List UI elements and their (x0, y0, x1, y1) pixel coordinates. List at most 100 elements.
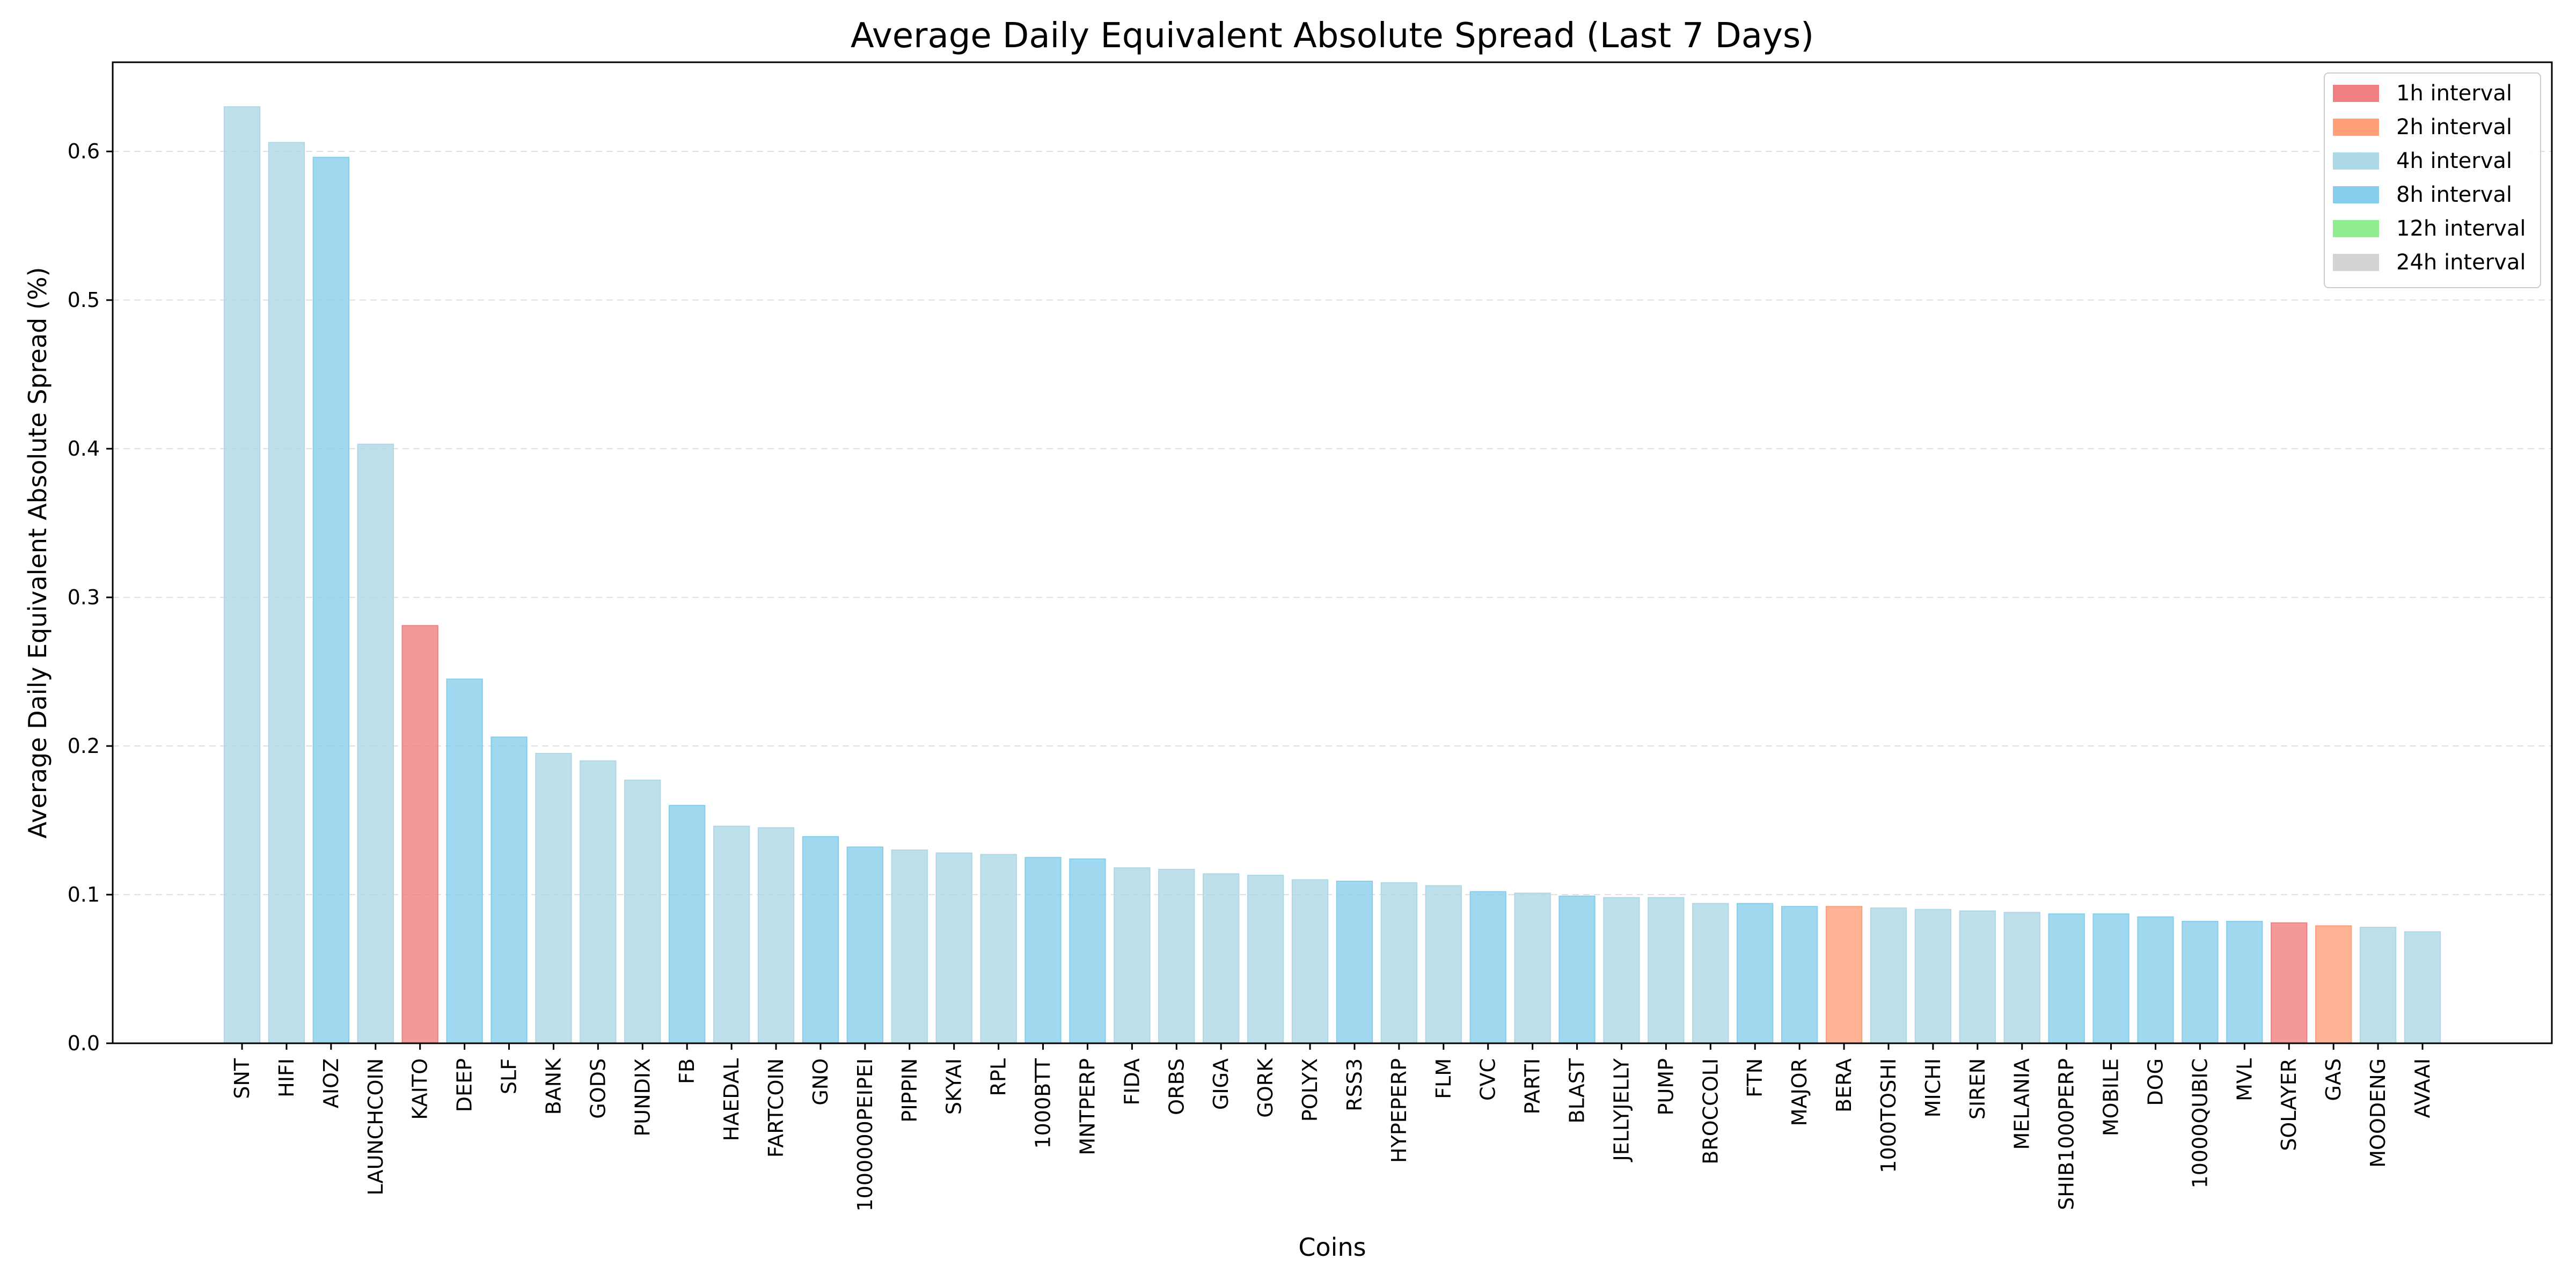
y-tick-label: 0.2 (68, 734, 100, 758)
y-tick-label: 0.6 (68, 140, 100, 163)
bar-melania (2003, 912, 2040, 1044)
bar-solayer (2271, 922, 2308, 1044)
bar-fb (669, 804, 706, 1044)
bar-deep (446, 678, 483, 1044)
bar-hypeperp (1380, 882, 1418, 1044)
x-tick-label: HAEDAL (720, 1058, 743, 1141)
bar-fartcoin (757, 827, 795, 1044)
y-tick-label: 0.4 (68, 437, 100, 460)
legend-label: 4h interval (2396, 149, 2512, 173)
x-tick-label: MOBILE (2099, 1058, 2123, 1136)
x-tick-label: FARTCOIN (764, 1058, 788, 1158)
legend: 1h interval 2h interval 4h interval 8h inte… (2324, 72, 2541, 288)
x-tick-label: SLF (497, 1058, 521, 1094)
bar-orbs (1158, 868, 1195, 1044)
bar-pundix (624, 779, 661, 1044)
x-tick-label: PARTI (1521, 1058, 1545, 1115)
bar-jellyjelly (1603, 897, 1640, 1044)
bar-snt (223, 106, 261, 1044)
x-tick-label: 1000TOSHI (1877, 1058, 1900, 1173)
x-tick-label: POLYX (1298, 1058, 1322, 1122)
bar-pippin (891, 849, 928, 1044)
x-axis-title: Coins (1298, 1233, 1366, 1262)
x-tick-label: 1000BTT (1031, 1058, 1055, 1148)
x-tick-label: BLAST (1565, 1058, 1589, 1123)
bar-ftn (1737, 903, 1774, 1044)
x-tick-label: PUNDIX (631, 1058, 654, 1137)
x-tick-label: HYPEPERP (1387, 1058, 1411, 1163)
x-tick-label: GORK (1254, 1058, 1277, 1118)
bar-skyai (935, 852, 972, 1044)
bar-gno (802, 836, 839, 1044)
x-tick-label: DOG (2143, 1058, 2167, 1106)
bar-1000btt (1024, 857, 1062, 1044)
bar-moodeng (2359, 926, 2397, 1044)
x-tick-label: KAITO (408, 1058, 432, 1120)
y-tick-label: 0.0 (68, 1031, 100, 1055)
x-tick-label: DEEP (453, 1058, 477, 1112)
x-tick-label: MELANIA (2010, 1058, 2034, 1150)
x-tick-label: LAUNCHCOIN (364, 1058, 387, 1195)
bar-broccoli (1692, 903, 1729, 1044)
bar-mobile (2092, 913, 2129, 1044)
bar-michi (1914, 909, 1952, 1044)
legend-swatch (2333, 152, 2379, 170)
x-tick-label: FTN (1743, 1058, 1767, 1097)
bar-gork (1247, 875, 1284, 1044)
x-tick-label: 1000000PEIPEI (853, 1058, 877, 1212)
bar-polyx (1291, 879, 1329, 1044)
x-tick-label: MAJOR (1788, 1058, 1811, 1126)
x-tick-label: AVAAI (2411, 1058, 2434, 1118)
legend-label: 1h interval (2396, 81, 2512, 106)
y-tick-label: 0.3 (68, 586, 100, 609)
bar-10000qubic (2182, 920, 2219, 1044)
bar-bank (535, 752, 572, 1044)
y-tick-label: 0.1 (68, 883, 100, 906)
x-tick-label: BERA (1832, 1058, 1856, 1113)
bar-avaai (2404, 931, 2441, 1044)
bar-pump (1648, 897, 1685, 1044)
bar-kaito (401, 625, 438, 1044)
x-tick-label: 10000QUBIC (2188, 1058, 2212, 1188)
x-tick-label: BROCCOLI (1699, 1058, 1722, 1165)
legend-swatch (2333, 254, 2379, 271)
x-tick-label: SNT (230, 1058, 254, 1099)
legend-swatch (2333, 119, 2379, 136)
x-axis-ticks: SNT HIFI AIOZ LAUNCHCOIN KAITO DEEP SLF BANK GOD… (230, 1043, 2434, 1212)
bar-major (1781, 906, 1818, 1044)
x-tick-label: PIPPIN (898, 1058, 921, 1123)
bar-rss3 (1336, 881, 1373, 1044)
x-tick-label: FB (675, 1058, 699, 1084)
x-tick-label: MNTPERP (1075, 1058, 1099, 1155)
bar-1000toshi (1870, 907, 1907, 1044)
x-tick-label: AIOZ (319, 1058, 343, 1108)
bar-mvl (2226, 920, 2263, 1044)
x-tick-label: CVC (1476, 1058, 1500, 1101)
x-tick-label: HIFI (275, 1058, 298, 1097)
x-tick-label: MICHI (1921, 1058, 1945, 1117)
legend-label: 2h interval (2396, 115, 2512, 140)
bar-blast (1558, 895, 1596, 1044)
legend-label: 12h interval (2396, 216, 2526, 241)
bar-hifi (268, 142, 305, 1044)
x-tick-label: FLM (1432, 1058, 1455, 1099)
bar-launchcoin (357, 443, 394, 1044)
y-axis-title: Average Daily Equivalent Absolute Spread… (23, 267, 52, 839)
legend-swatch (2333, 186, 2379, 203)
plot-frame (112, 61, 2553, 1044)
x-tick-label: JELLYJELLY (1609, 1058, 1633, 1162)
x-tick-label: MOODENG (2366, 1058, 2390, 1168)
chart-title: Average Daily Equivalent Absolute Spread… (851, 16, 1814, 56)
x-tick-label: GIGA (1209, 1058, 1233, 1110)
bars (223, 106, 2441, 1044)
y-axis-ticks: 0.0 0.1 0.2 0.3 0.4 0.5 0.6 (68, 140, 113, 1055)
bar-gods (580, 760, 617, 1044)
x-tick-label: BANK (541, 1058, 565, 1115)
y-tick-label: 0.5 (68, 288, 100, 312)
bar-parti (1514, 892, 1551, 1044)
bar-fida (1114, 867, 1151, 1044)
gridlines (113, 151, 2552, 896)
x-tick-label: PUMP (1654, 1058, 1678, 1115)
x-tick-label: MVL (2233, 1058, 2256, 1101)
bar-giga (1203, 873, 1240, 1044)
